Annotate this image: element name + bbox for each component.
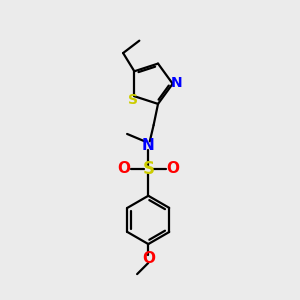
Text: O: O bbox=[142, 251, 155, 266]
Text: O: O bbox=[117, 161, 130, 176]
Text: N: N bbox=[171, 76, 183, 90]
Text: S: S bbox=[142, 160, 154, 178]
Text: N: N bbox=[142, 138, 155, 153]
Text: O: O bbox=[167, 161, 179, 176]
Text: S: S bbox=[128, 93, 138, 107]
